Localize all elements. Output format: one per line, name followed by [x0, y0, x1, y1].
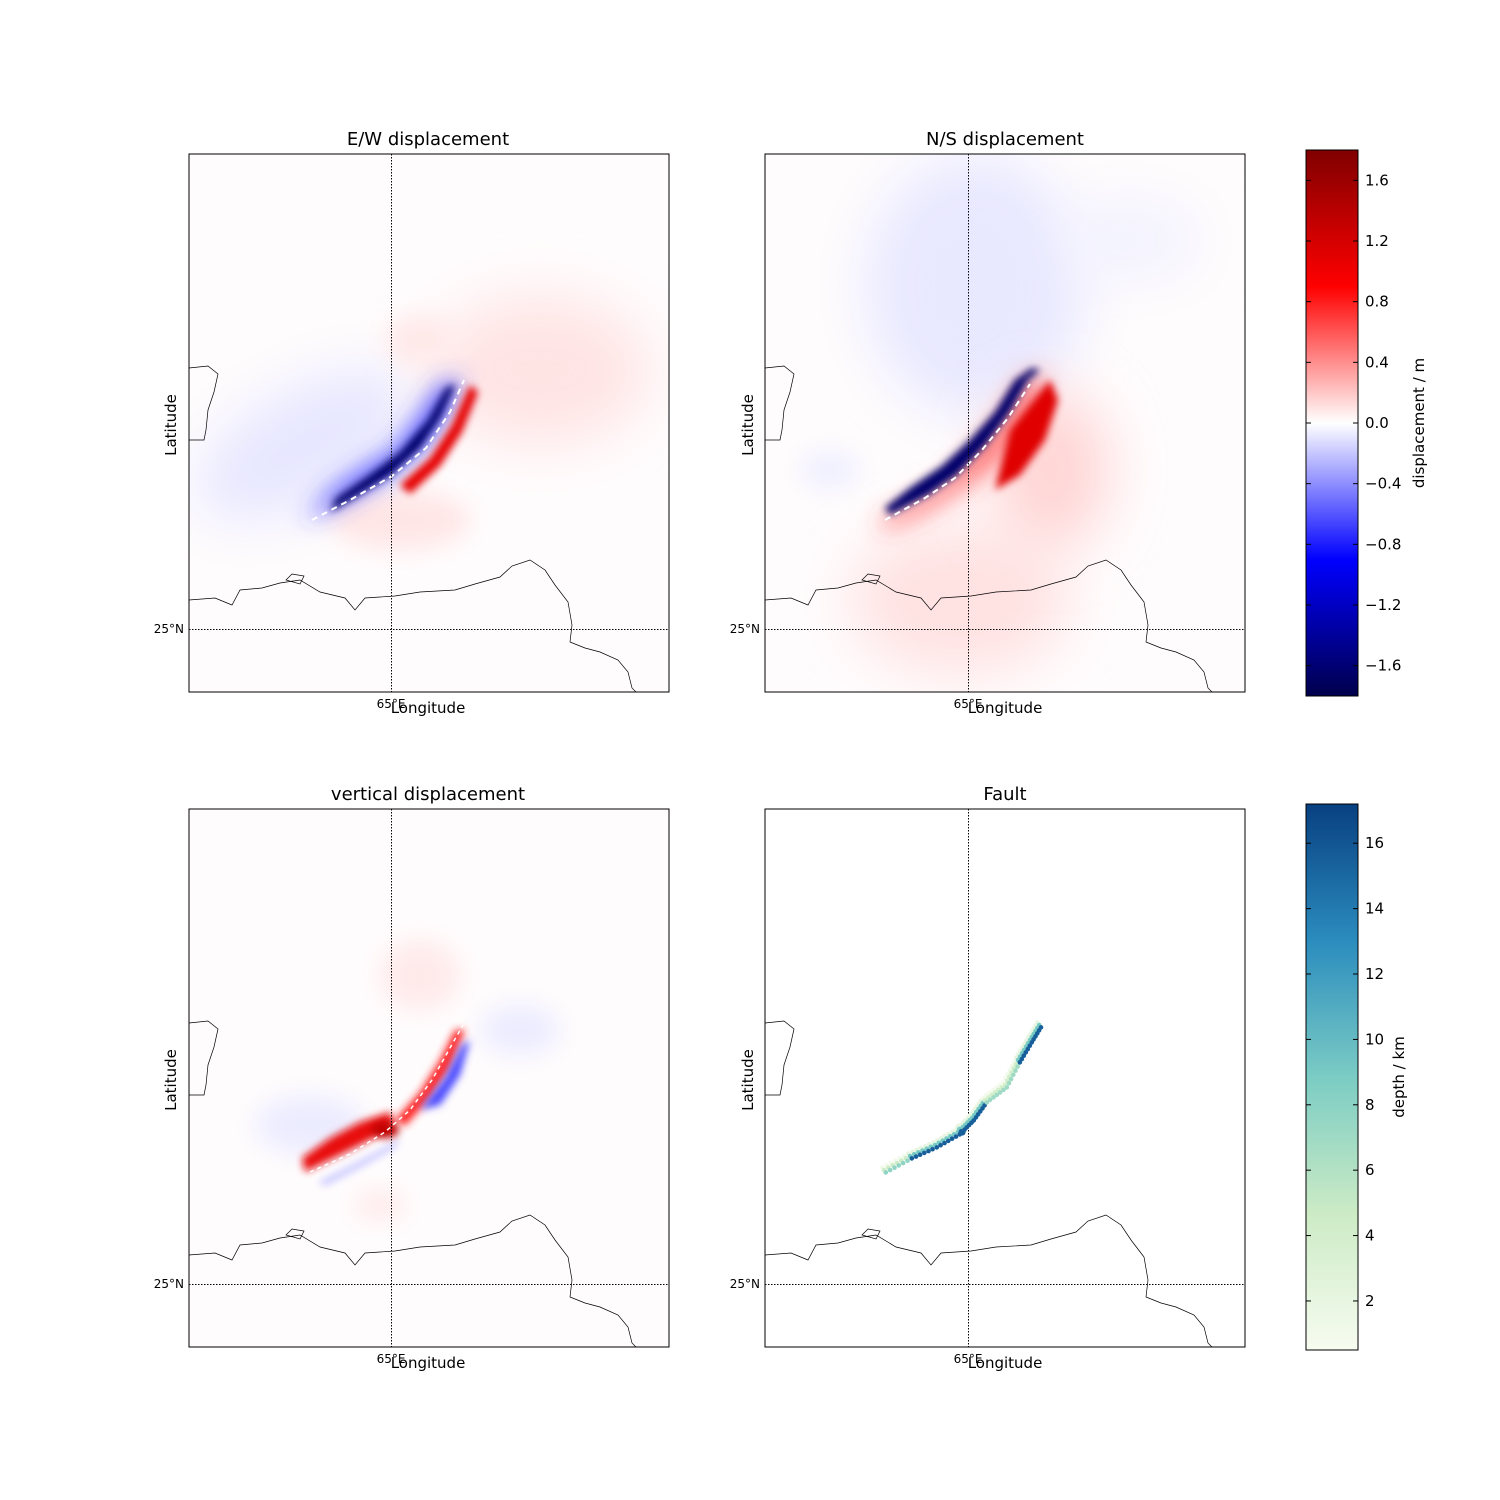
fault-point: [994, 1092, 1000, 1098]
fault-point: [905, 1158, 910, 1163]
y-axis-label: Latitude: [162, 394, 180, 456]
colorbar-gradient: [1305, 803, 1359, 1351]
fault-point: [887, 1167, 893, 1173]
panel-title: N/S displacement: [926, 129, 1084, 150]
colorbar-tick-label: −1.6: [1365, 657, 1401, 675]
colorbar-tick-label: 6: [1365, 1161, 1375, 1179]
colorbar-tick-label: 1.2: [1365, 232, 1389, 250]
meridian-label: 65°E: [954, 1352, 983, 1366]
colorbar-tick-label: −1.2: [1365, 596, 1401, 614]
panel-ew: E/W displacement Longitude Latitude 65°E…: [154, 129, 670, 717]
colorbar-tick-label: −0.4: [1365, 475, 1401, 493]
fault-point: [997, 1090, 1003, 1095]
axes-frame: [188, 153, 670, 693]
x-axis-label: Longitude: [968, 1354, 1043, 1372]
fault-point: [987, 1097, 993, 1103]
fault-point: [926, 1148, 931, 1154]
parallel-label: 25°N: [154, 622, 184, 636]
fault-point: [991, 1095, 996, 1100]
y-axis-label: Latitude: [739, 394, 757, 456]
fault-point: [1008, 1076, 1014, 1082]
panel-fault: Fault Longitude Latitude 65°E 25°N: [730, 784, 1246, 1372]
axes-frame: [764, 153, 1246, 693]
panel-title: E/W displacement: [347, 129, 509, 150]
colorbar-tick-label: 0.8: [1365, 293, 1389, 311]
panel-vertical: vertical displacement Longitude Latitude…: [154, 784, 670, 1372]
fault-point: [949, 1136, 955, 1141]
fault-point: [917, 1152, 923, 1157]
colorbar-tick-label: 2: [1365, 1292, 1375, 1310]
fault-points: [879, 1020, 1044, 1175]
fault-point: [900, 1160, 906, 1166]
fault-point: [1038, 1025, 1044, 1030]
axes-frame: [188, 808, 670, 1348]
meridian-label: 65°E: [377, 1352, 406, 1366]
colorbar-tick-label: 0.4: [1365, 353, 1389, 371]
fault-point: [942, 1140, 947, 1146]
fault-point: [1017, 1060, 1023, 1065]
fault-point: [1019, 1056, 1025, 1062]
colorbar-ticks: 16 14 12 10 8 6 4 2: [1306, 834, 1384, 1310]
fault-point: [1006, 1080, 1012, 1086]
colorbar-label: displacement / m: [1410, 358, 1428, 488]
colorbar-tick-label: 16: [1365, 834, 1384, 852]
fault-point: [1027, 1043, 1033, 1048]
colorbar-ticks: 1.6 1.2 0.8 0.4 0.0 −0.4 −0.8 −1.2 −1.6: [1306, 171, 1401, 675]
colorbar-tick-label: 1.6: [1365, 171, 1389, 189]
colorbar-gradient: [1305, 149, 1359, 697]
fault-point: [1015, 1064, 1020, 1069]
x-axis-label: Longitude: [391, 699, 466, 717]
fault-point: [1023, 1050, 1029, 1055]
colorbar-label: depth / km: [1390, 1036, 1408, 1118]
fault-point: [934, 1145, 940, 1150]
meridian-label: 65°E: [377, 697, 406, 711]
fault-point: [984, 1100, 990, 1105]
fault-point: [909, 1156, 915, 1161]
colorbar-tick-label: 4: [1365, 1227, 1375, 1245]
displacement-field: [195, 295, 650, 550]
colorbar-tick-label: −0.8: [1365, 535, 1401, 553]
colorbar-tick-label: 0.0: [1365, 414, 1389, 432]
meridian-label: 65°E: [954, 697, 983, 711]
y-axis-label: Latitude: [739, 1049, 757, 1111]
colorbar-tick-label: 10: [1365, 1030, 1384, 1048]
colorbar-tick-label: 12: [1365, 965, 1384, 983]
colorbar-depth: 16 14 12 10 8 6 4 2 depth / km: [1305, 803, 1408, 1351]
y-axis-label: Latitude: [162, 1049, 180, 1111]
fault-point: [1001, 1087, 1006, 1093]
fault-point: [1011, 1072, 1016, 1078]
fault-point: [922, 1150, 927, 1156]
colorbar-displacement: 1.6 1.2 0.8 0.4 0.0 −0.4 −0.8 −1.2 −1.6 displace…: [1305, 149, 1428, 697]
coastline: [765, 809, 1245, 1347]
panel-ns: N/S displacement Longitude Latitude 65°E…: [730, 129, 1246, 717]
fault-point: [953, 1134, 959, 1139]
panel-title: vertical displacement: [331, 784, 525, 805]
fault-point: [1013, 1068, 1018, 1073]
parallel-label: 25°N: [730, 622, 760, 636]
colorbar-tick-label: 8: [1365, 1096, 1375, 1114]
panel-title: Fault: [983, 784, 1026, 805]
fault-point: [1004, 1085, 1010, 1090]
coastline: [189, 154, 669, 692]
fault-point: [946, 1138, 951, 1144]
fault-point: [930, 1146, 935, 1152]
coastline: [189, 809, 669, 1347]
axes-frame: [764, 808, 1246, 1348]
coastline: [765, 154, 1245, 692]
displacement-field: [800, 155, 1200, 675]
x-axis-label: Longitude: [968, 699, 1043, 717]
x-axis-label: Longitude: [391, 1354, 466, 1372]
fault-point: [938, 1142, 943, 1148]
fault-point: [892, 1165, 897, 1170]
displacement-field: [255, 940, 560, 1220]
fault-point: [1021, 1053, 1027, 1058]
colorbar-tick-label: 14: [1365, 900, 1384, 918]
fault-point: [883, 1170, 889, 1175]
fault-point: [896, 1163, 902, 1168]
fault-point: [1025, 1046, 1031, 1052]
parallel-label: 25°N: [730, 1277, 760, 1291]
parallel-label: 25°N: [154, 1277, 184, 1291]
fault-point: [913, 1154, 919, 1159]
